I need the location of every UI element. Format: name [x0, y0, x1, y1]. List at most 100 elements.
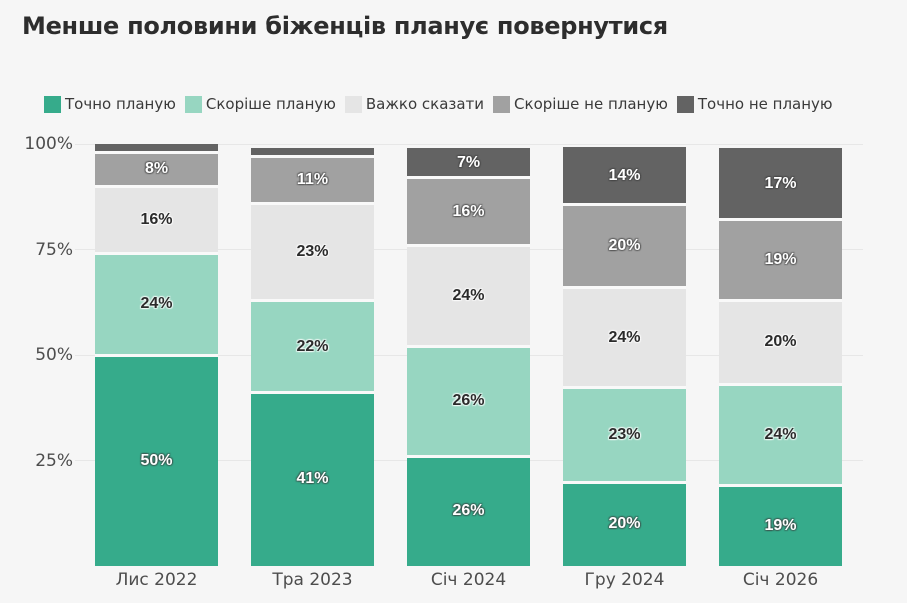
segment-data-label: 16%	[140, 210, 173, 228]
segment-separator	[719, 484, 842, 488]
segment-data-label: 24%	[764, 426, 797, 444]
legend-swatch-icon	[344, 95, 362, 113]
x-axis-category-label: Гру 2024	[584, 570, 665, 590]
segment-separator	[251, 391, 374, 395]
bar-Січ 2026: 19% 24% 20% 19% 17%	[719, 0, 842, 566]
bar-segment	[95, 152, 218, 187]
segment-data-label: 8%	[144, 160, 169, 178]
segment-data-label: 26%	[452, 392, 485, 410]
y-axis-tick-label: 25%	[35, 450, 73, 471]
bar-segment	[251, 148, 374, 157]
y-axis-tick-label: 75%	[35, 239, 73, 260]
segment-separator	[719, 383, 842, 387]
bar-segment	[563, 204, 686, 288]
segment-data-label: 17%	[764, 175, 797, 193]
bar-segment	[251, 156, 374, 204]
chart-title: Менше половини біженців планує повернути…	[22, 12, 668, 40]
segment-separator	[563, 286, 686, 290]
bar-segment	[407, 148, 530, 178]
segment-separator	[407, 176, 530, 180]
segment-data-label: 16%	[452, 202, 485, 220]
segment-separator	[251, 155, 374, 159]
legend-swatch-icon	[44, 95, 61, 113]
segment-separator	[407, 243, 530, 247]
bar-segment	[719, 148, 842, 220]
segment-separator	[563, 203, 686, 207]
legend-label: Важко сказати	[365, 95, 485, 113]
segment-data-label: 23%	[608, 426, 641, 444]
segment-data-label: 20%	[608, 237, 641, 255]
bar-segment	[251, 203, 374, 301]
segment-data-label: 24%	[452, 286, 485, 304]
segment-separator	[563, 481, 686, 485]
segment-separator	[407, 454, 530, 458]
x-axis-category-label: Січ 2026	[742, 570, 819, 590]
bar-segment	[407, 456, 530, 566]
legend-swatch-icon	[676, 95, 694, 113]
segment-data-label: 26%	[452, 502, 485, 520]
bar-segment	[95, 355, 218, 566]
bar-segment	[563, 146, 686, 205]
legend-item: Скоріше планую	[184, 95, 336, 113]
segment-data-label: 41%	[296, 470, 329, 488]
legend-item: Точно не планую	[676, 95, 833, 113]
segment-separator	[95, 184, 218, 188]
x-axis-category-label: Січ 2024	[430, 570, 507, 590]
bar-segment	[719, 300, 842, 385]
bar-Лис 2022: 50% 24% 16% 8%	[95, 0, 218, 566]
bar-segment	[563, 287, 686, 388]
segment-separator	[251, 298, 374, 302]
legend-swatch-icon	[184, 95, 202, 113]
segment-separator	[95, 252, 218, 256]
bar-segment	[95, 144, 218, 153]
bar-Гру 2024: 20% 23% 24% 20% 14%	[563, 0, 686, 566]
legend-label: Точно планую	[65, 95, 176, 113]
segment-separator	[563, 385, 686, 389]
legend-swatch-icon	[493, 95, 511, 113]
bar-segment	[563, 387, 686, 483]
segment-data-label: 11%	[296, 170, 329, 188]
bar-segment	[95, 186, 218, 254]
bar-segment	[407, 245, 530, 347]
segment-data-label: 22%	[296, 337, 329, 355]
bar-segment	[719, 384, 842, 486]
segment-data-label: 19%	[764, 251, 797, 269]
segment-separator	[95, 150, 218, 154]
segment-data-label: 14%	[608, 166, 641, 184]
bar-segment	[563, 482, 686, 566]
legend-label: Точно не планую	[697, 95, 833, 113]
bar-segment	[719, 485, 842, 566]
segment-separator	[719, 218, 842, 222]
bar-segment	[407, 346, 530, 457]
bar-segment	[407, 177, 530, 246]
bar-Тра 2023: 41% 22% 23% 11%	[251, 0, 374, 566]
segment-data-label: 24%	[608, 328, 641, 346]
segment-separator	[95, 353, 218, 357]
y-axis-tick-label: 100%	[24, 134, 73, 154]
segment-separator	[251, 201, 374, 205]
segment-data-label: 19%	[764, 516, 797, 534]
chart-legend: Точно планую Скоріше планую Важко сказати С…	[44, 95, 842, 113]
bar-segment	[251, 300, 374, 393]
segment-data-label: 23%	[296, 242, 329, 260]
segment-data-label: 7%	[456, 153, 481, 171]
segment-data-label: 20%	[764, 333, 797, 351]
bar-segment	[95, 253, 218, 355]
legend-item: Важко сказати	[344, 95, 485, 113]
gridline	[75, 143, 863, 145]
segment-data-label: 20%	[608, 515, 641, 533]
x-axis-category-label: Тра 2023	[272, 570, 353, 590]
segment-data-label: 50%	[140, 451, 173, 469]
segment-separator	[719, 298, 842, 302]
x-axis-category-label: Лис 2022	[115, 570, 198, 590]
y-axis-tick-label: 50%	[35, 345, 73, 365]
segment-separator	[407, 345, 530, 349]
bar-segment	[719, 219, 842, 301]
legend-item: Точно планую	[44, 95, 176, 113]
bar-segment	[251, 392, 374, 566]
legend-item: Скоріше не планую	[493, 95, 668, 113]
legend-label: Скоріше не планую	[514, 95, 668, 113]
bar-Січ 2024: 26% 26% 24% 16% 7%	[407, 0, 530, 566]
segment-data-label: 24%	[140, 295, 173, 313]
